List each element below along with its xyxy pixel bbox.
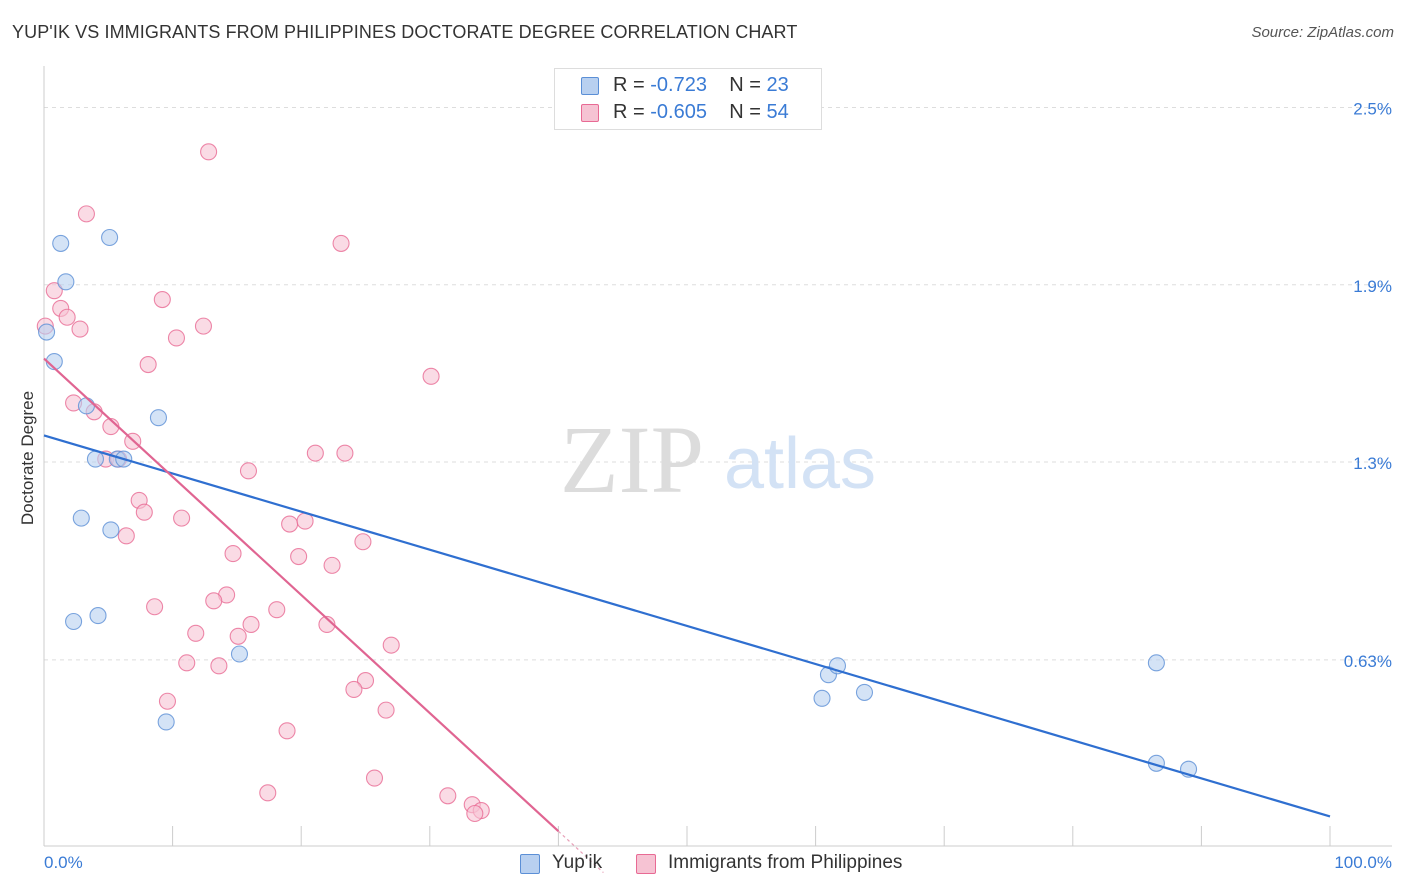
chart-title: YUP'IK VS IMMIGRANTS FROM PHILIPPINES DO… — [12, 22, 798, 42]
legend-swatch-philippines — [581, 104, 599, 122]
yupik-point[interactable] — [149, 409, 168, 427]
philippines-point[interactable] — [153, 290, 171, 309]
philippines-point[interactable] — [268, 601, 286, 619]
source-label: Source: ZipAtlas.com — [1251, 24, 1394, 41]
yupik-point[interactable] — [102, 521, 120, 539]
philippines-point[interactable] — [210, 657, 228, 675]
philippines-point[interactable] — [194, 317, 213, 335]
bottom-legend-label-yupik: Yup'ik — [552, 852, 603, 873]
philippines-point[interactable] — [336, 444, 354, 462]
philippines-point[interactable] — [229, 627, 247, 645]
gridlines — [44, 107, 1390, 661]
philippines-trendline — [43, 357, 560, 833]
legend-r-value: -0.723 — [650, 74, 707, 96]
philippines-point[interactable] — [224, 545, 242, 563]
yupik-point[interactable] — [101, 228, 119, 247]
watermark: ZIP atlas — [560, 406, 876, 513]
bottom-legend-swatch-yupik — [520, 854, 540, 874]
yupik-point[interactable] — [52, 234, 70, 252]
philippines-point[interactable] — [422, 367, 440, 385]
philippines-point[interactable] — [345, 680, 363, 698]
yupik-point[interactable] — [813, 689, 831, 707]
philippines-point[interactable] — [466, 804, 484, 823]
philippines-point[interactable] — [290, 547, 308, 566]
y-tick-label: 1.3% — [1353, 454, 1392, 473]
philippines-point[interactable] — [278, 722, 296, 740]
series-philippines-points — [36, 143, 490, 823]
yupik-point[interactable] — [1147, 654, 1165, 672]
y-tick-label: 1.9% — [1353, 277, 1392, 296]
philippines-point[interactable] — [259, 784, 277, 802]
philippines-point[interactable] — [306, 444, 324, 462]
philippines-point[interactable] — [377, 701, 395, 719]
philippines-point[interactable] — [173, 509, 191, 527]
philippines-point[interactable] — [158, 692, 177, 710]
y-axis-title: Doctorate Degree — [18, 390, 37, 526]
philippines-point[interactable] — [77, 205, 95, 223]
watermark-zip: ZIP — [560, 406, 704, 513]
yupik-point[interactable] — [57, 273, 75, 291]
yupik-point[interactable] — [230, 645, 249, 663]
philippines-point[interactable] — [323, 556, 341, 574]
yupik-trendline — [43, 434, 1331, 818]
philippines-point[interactable] — [281, 515, 299, 533]
yupik-point[interactable] — [77, 397, 95, 415]
yupik-point[interactable] — [157, 713, 175, 731]
philippines-point[interactable] — [332, 234, 350, 252]
legend-r-label: R = — [613, 74, 645, 96]
tick-labels: 2.5% 1.9% 1.3% 0.63% 0.0% 100.0% — [44, 100, 1392, 872]
philippines-point[interactable] — [354, 533, 372, 551]
trendlines — [43, 357, 1331, 874]
philippines-trendline-extension — [557, 830, 604, 874]
bottom-legend-swatch-philippines — [636, 854, 656, 874]
philippines-point[interactable] — [45, 282, 63, 300]
bottom-legend-label-philippines: Immigrants from Philippines — [668, 852, 903, 873]
x-tick-label-max: 100.0% — [1334, 853, 1392, 872]
philippines-point[interactable] — [167, 329, 186, 347]
yupik-point[interactable] — [89, 607, 107, 625]
legend-n-value: 23 — [766, 74, 789, 96]
legend-r-label: R = — [613, 101, 645, 123]
philippines-point[interactable] — [135, 503, 153, 521]
axes — [43, 66, 1392, 847]
yupik-point[interactable] — [855, 683, 874, 701]
philippines-point[interactable] — [187, 624, 205, 642]
philippines-point[interactable] — [117, 527, 135, 545]
philippines-point[interactable] — [382, 636, 400, 654]
legend-r-value: -0.605 — [650, 101, 707, 123]
yupik-point[interactable] — [72, 509, 90, 527]
yupik-point[interactable] — [38, 323, 56, 341]
philippines-point[interactable] — [239, 462, 258, 480]
philippines-point[interactable] — [139, 355, 157, 374]
legend-n-value: 54 — [766, 101, 789, 123]
correlation-legend: R = -0.723 N = 23 R = -0.605 N = 54 — [554, 68, 822, 130]
philippines-point[interactable] — [58, 308, 76, 326]
philippines-point[interactable] — [356, 672, 375, 690]
legend-n-label: N = — [729, 74, 761, 96]
philippines-point[interactable] — [200, 143, 218, 161]
x-tick-label-min: 0.0% — [44, 853, 83, 872]
philippines-point[interactable] — [242, 615, 260, 634]
philippines-point[interactable] — [205, 592, 223, 610]
y-tick-label: 0.63% — [1344, 652, 1392, 671]
watermark-atlas: atlas — [724, 424, 876, 504]
philippines-point[interactable] — [439, 787, 457, 805]
yupik-point[interactable] — [65, 612, 83, 631]
philippines-point[interactable] — [365, 769, 384, 787]
legend-swatch-yupik — [581, 77, 599, 95]
philippines-point[interactable] — [178, 654, 196, 672]
philippines-point[interactable] — [146, 598, 164, 616]
philippines-point[interactable] — [71, 320, 89, 338]
legend-n-label: N = — [729, 101, 761, 123]
y-tick-label: 2.5% — [1353, 100, 1392, 119]
